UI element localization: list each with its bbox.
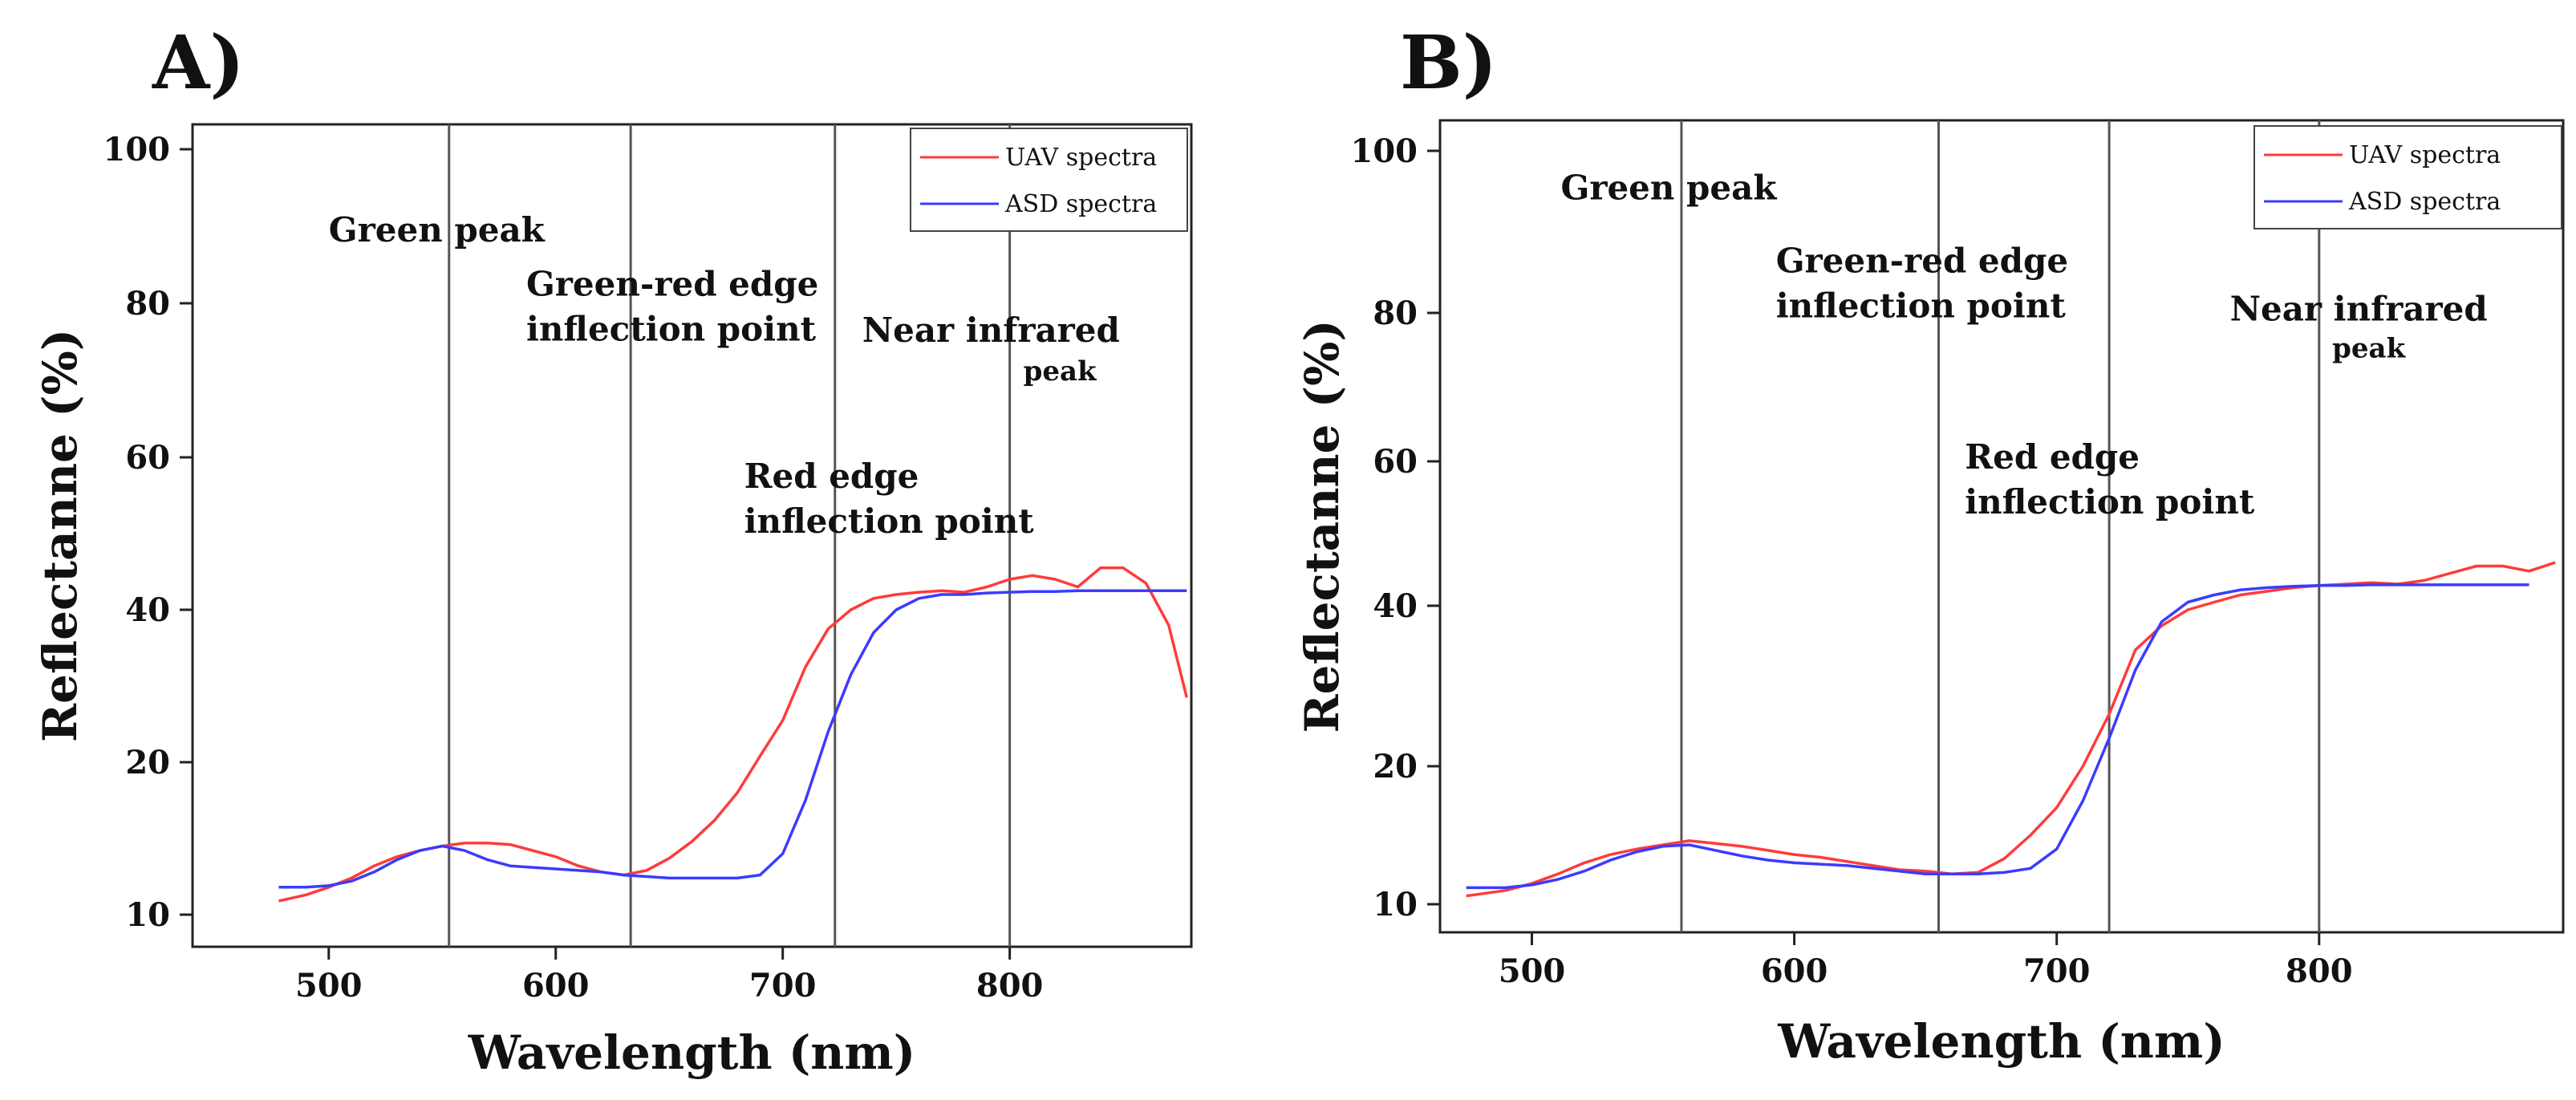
legend-box xyxy=(910,128,1188,232)
annotation-text: Green-red edge xyxy=(1776,242,2068,281)
series-line-asd xyxy=(1466,583,2529,890)
y-axis-title: Reflectanne (%) xyxy=(1295,319,1349,733)
x-tick-label: 500 xyxy=(295,967,363,1005)
x-tick-label: 600 xyxy=(522,967,590,1005)
x-tick-label: 800 xyxy=(2286,952,2353,990)
legend-box xyxy=(2253,125,2562,229)
legend-label: UAV spectra xyxy=(1005,144,1157,172)
annotation-text: inflection point xyxy=(1965,482,2255,522)
y-tick-label: 100 xyxy=(1351,132,1418,170)
annotation-text: Green-red edge xyxy=(526,264,818,303)
y-tick-label: 20 xyxy=(125,744,170,781)
y-tick-label: 80 xyxy=(1373,294,1418,332)
y-tick-label: 60 xyxy=(1373,443,1418,481)
legend-label: ASD spectra xyxy=(2348,188,2501,216)
annotation-text: inflection point xyxy=(744,501,1035,541)
plot-frame xyxy=(1438,119,2565,934)
annotation-text: Green peak xyxy=(1560,168,1777,208)
legend-label: ASD spectra xyxy=(1004,190,1157,218)
panel-label: B) xyxy=(1400,19,1497,106)
plot-frame xyxy=(191,123,1193,948)
panel-label: A) xyxy=(152,19,245,106)
annotation-text: inflection point xyxy=(1776,286,2067,326)
x-tick-label: 500 xyxy=(1499,952,1566,990)
annotation-text: peak xyxy=(1024,355,1097,388)
annotation-text: Red edge xyxy=(744,457,919,496)
chart-panel-a: A) 10 20 40 60 80 100 500 600 700 800 Wavelength (n… xyxy=(33,19,1193,1080)
annotation-text: Green peak xyxy=(329,210,546,250)
annotation-text: Red edge xyxy=(1965,437,2140,477)
y-tick-label: 10 xyxy=(125,896,170,934)
y-axis-title: Reflectanne (%) xyxy=(33,329,87,742)
x-tick-label: 700 xyxy=(2023,952,2091,990)
y-tick-label: 40 xyxy=(125,591,170,629)
legend-label: UAV spectra xyxy=(2349,141,2501,169)
x-tick-label: 800 xyxy=(976,967,1044,1005)
x-axis-title: Wavelength (nm) xyxy=(1777,1014,2225,1069)
x-tick-label: 600 xyxy=(1761,952,1828,990)
annotation-text: peak xyxy=(2332,333,2406,365)
y-tick-label: 80 xyxy=(125,285,170,323)
annotation-text: Near infrared xyxy=(2230,289,2488,328)
series-line-uav xyxy=(1466,561,2556,898)
y-tick-label: 10 xyxy=(1373,886,1418,923)
x-tick-label: 700 xyxy=(749,967,817,1005)
y-tick-label: 60 xyxy=(125,439,170,477)
y-tick-label: 20 xyxy=(1373,748,1418,785)
x-axis-title: Wavelength (nm) xyxy=(468,1025,916,1080)
chart-panel-b: B) 10 20 40 60 80 100 500 600 700 800 Wavelength (n… xyxy=(1295,19,2565,1069)
annotation-text: inflection point xyxy=(526,309,817,348)
y-tick-label: 100 xyxy=(103,131,171,168)
y-tick-label: 40 xyxy=(1373,587,1418,625)
annotation-text: Near infrared xyxy=(862,311,1120,350)
series-line-asd xyxy=(278,589,1187,889)
